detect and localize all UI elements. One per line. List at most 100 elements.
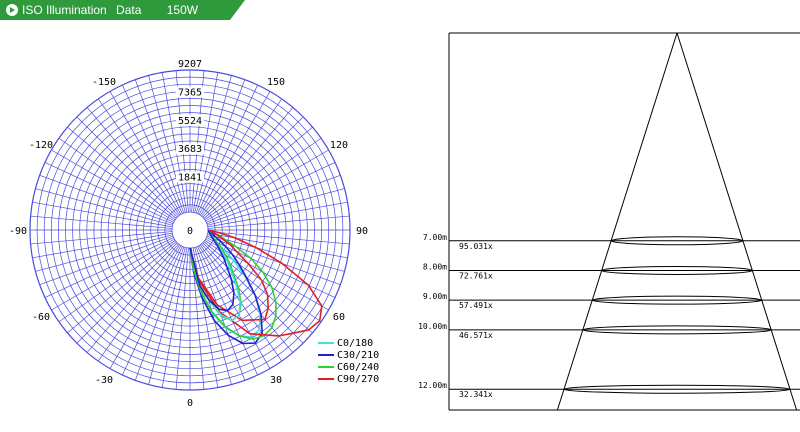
cone-height-label: 8.00m xyxy=(423,262,447,271)
polar-grid-spoke xyxy=(134,79,185,214)
polar-grid-spoke xyxy=(35,234,173,272)
radial-tick-label: 3683 xyxy=(178,144,202,155)
radial-tick-bg xyxy=(176,225,204,236)
polar-grid-spoke xyxy=(202,242,304,344)
cone-level-ellipse xyxy=(601,265,753,275)
polar-grid-spoke xyxy=(207,234,345,272)
polar-grid-spoke xyxy=(194,247,232,385)
angle-label: 0 xyxy=(187,398,193,409)
angle-label: -90 xyxy=(9,226,27,237)
polar-grid-spoke xyxy=(205,149,329,222)
polar-grid-spoke xyxy=(207,201,348,228)
polar-grid-spoke xyxy=(86,107,179,217)
series-curve-7 xyxy=(189,229,235,312)
polar-grid-spoke xyxy=(202,116,304,218)
cone-level-ellipse xyxy=(563,384,791,394)
header-wattage: 150W xyxy=(166,3,199,17)
polar-grid-spoke xyxy=(76,242,178,344)
cone-level-ellipse xyxy=(591,295,763,305)
polar-grid-spoke xyxy=(32,201,173,228)
polar-grid-spoke xyxy=(44,237,174,298)
legend-label: C0/180 xyxy=(337,338,373,349)
cone-height-label: 7.00m xyxy=(423,233,447,242)
polar-grid-spoke xyxy=(201,243,294,353)
polar-grid-spoke xyxy=(30,231,173,245)
polar-grid-spoke xyxy=(148,247,186,385)
polar-grid-spoke xyxy=(44,162,174,223)
polar-grid-spoke xyxy=(97,98,180,216)
polar-grid-spoke xyxy=(207,215,350,229)
polar-grid-spoke xyxy=(192,72,219,213)
legend-label: C60/240 xyxy=(337,362,379,373)
radial-tick-bg xyxy=(176,58,204,69)
radial-tick-bg xyxy=(176,171,204,183)
polar-grid-spoke xyxy=(203,126,313,219)
polar-grid-spoke xyxy=(204,137,322,220)
polar-grid-spoke xyxy=(97,244,180,362)
header-title-part-1: ISO Illumination xyxy=(22,3,107,17)
chevron-right-circle-icon[interactable] xyxy=(6,4,18,16)
banner-background xyxy=(0,0,245,20)
polar-grid-spoke xyxy=(200,98,283,216)
polar-grid-spoke xyxy=(194,75,232,213)
polar-grid-spoke xyxy=(122,84,183,214)
polar-grid-spoke xyxy=(30,215,173,229)
polar-grid-spoke xyxy=(67,126,177,219)
cone-lux-label: 32.341x xyxy=(459,390,493,399)
radial-tick-label: 5524 xyxy=(178,116,202,127)
cone-edge-left xyxy=(556,32,678,411)
radial-tick-bg xyxy=(176,86,204,98)
polar-grid-spoke xyxy=(206,162,336,223)
polar-grid-spoke xyxy=(39,174,174,225)
polar-grid-spoke xyxy=(76,116,178,218)
angle-label: 60 xyxy=(333,312,345,323)
series-curve-1 xyxy=(189,229,263,345)
polar-grid-spoke xyxy=(109,245,182,369)
polar-grid-spoke xyxy=(67,241,177,334)
cone-lux-label: 72.761x xyxy=(459,271,493,280)
angle-label: 120 xyxy=(330,140,348,151)
angle-label: -120 xyxy=(29,140,53,151)
polar-grid-spoke xyxy=(51,238,175,311)
polar-chart: 9207 7365 5524 3683 1841 0 0 30 -30 60 -60 90 -90 120… xyxy=(9,58,379,409)
polar-grid-spoke xyxy=(203,241,313,334)
polar-grid-spoke xyxy=(134,246,185,381)
polar-grid-spoke xyxy=(32,232,173,259)
polar-grid-spoke xyxy=(207,188,345,226)
polar-grid-spoke xyxy=(206,174,341,225)
polar-grid-spoke xyxy=(206,237,336,298)
header-banner: ISO Illumination Data 150W xyxy=(0,0,245,20)
polar-grid-spoke xyxy=(161,247,188,388)
angle-label: 90 xyxy=(356,226,368,237)
radial-tick-label: 7365 xyxy=(178,87,202,98)
polar-grid-spoke xyxy=(148,75,186,213)
angle-label: -30 xyxy=(95,375,113,386)
polar-grid-spoke xyxy=(195,79,246,214)
angle-label: -150 xyxy=(92,77,116,88)
cone-height-label: 10.00m xyxy=(418,322,447,331)
radial-tick-bg xyxy=(176,114,204,126)
polar-grid-spoke xyxy=(122,246,183,376)
polar-grid-spoke xyxy=(205,238,329,311)
polar-grid-spoke xyxy=(86,243,179,353)
cone-edge-right xyxy=(676,32,798,411)
legend-label: C30/210 xyxy=(337,350,379,361)
cone-lux-label: 57.491x xyxy=(459,301,493,310)
cone-lux-label: 95.031x xyxy=(459,242,493,251)
polar-grid-spoke xyxy=(197,84,258,214)
header-title: ISO Illumination Data 150W xyxy=(22,0,198,20)
cone-level-ellipse xyxy=(582,325,772,335)
header-title-part-2: Data xyxy=(116,3,142,17)
series-curve-4 xyxy=(189,229,269,322)
polar-grid-spoke xyxy=(207,231,350,245)
polar-grid-spoke xyxy=(198,245,271,369)
polar-grid-spoke xyxy=(161,72,188,213)
series-curve-2 xyxy=(189,229,277,340)
radial-tick-label: 9207 xyxy=(178,59,202,70)
polar-grid-spoke xyxy=(35,188,173,226)
polar-grid-spoke xyxy=(58,240,176,323)
polar-grid-spoke xyxy=(51,149,175,222)
legend-label: C90/270 xyxy=(337,374,379,385)
cone-height-label: 12.00m xyxy=(418,381,447,390)
